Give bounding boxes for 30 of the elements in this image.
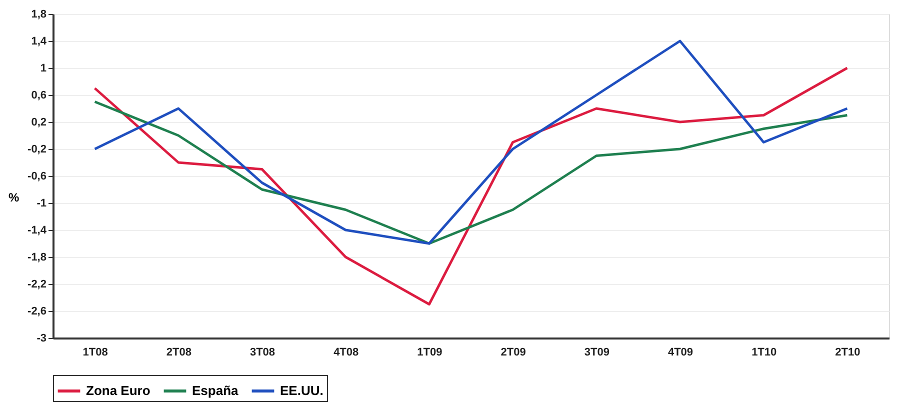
line-series <box>94 40 848 245</box>
y-tick-label: 1 <box>40 62 46 74</box>
line-series <box>94 100 848 245</box>
y-tick-label: -3 <box>36 332 46 344</box>
x-tick-label: 4T09 <box>668 346 694 358</box>
x-tick-label: 1T08 <box>82 346 108 358</box>
legend-label: España <box>192 383 240 398</box>
y-tick-label: 1,4 <box>31 36 48 48</box>
y-tick-label: -1,8 <box>28 252 46 264</box>
x-tick-label: 2T08 <box>166 346 192 358</box>
y-axis-title: % <box>8 190 20 204</box>
x-tick-label: 3T09 <box>584 346 610 358</box>
x-tick-label: 2T09 <box>500 346 526 358</box>
line-series <box>94 66 848 306</box>
x-tick-label: 1T10 <box>752 346 777 358</box>
y-tick-label: -1,4 <box>28 224 48 236</box>
legend-label: Zona Euro <box>86 383 150 398</box>
y-tick-label: 1,8 <box>31 8 46 20</box>
y-tick-label: 0,6 <box>31 90 46 102</box>
x-tick-label: 1T09 <box>417 346 442 358</box>
y-tick-label: -2,2 <box>28 278 46 290</box>
y-tick-label: -1 <box>36 198 46 210</box>
y-tick-label: -0,2 <box>28 144 46 156</box>
x-tick-label: 4T08 <box>334 346 359 358</box>
y-tick-label: 0,2 <box>31 116 46 128</box>
legend-label: EE.UU. <box>280 383 324 398</box>
y-tick-label: -0,6 <box>28 170 46 182</box>
y-tick-label: -2,6 <box>28 306 46 318</box>
x-tick-label: 2T10 <box>835 346 860 358</box>
x-tick-label: 3T08 <box>250 346 276 358</box>
